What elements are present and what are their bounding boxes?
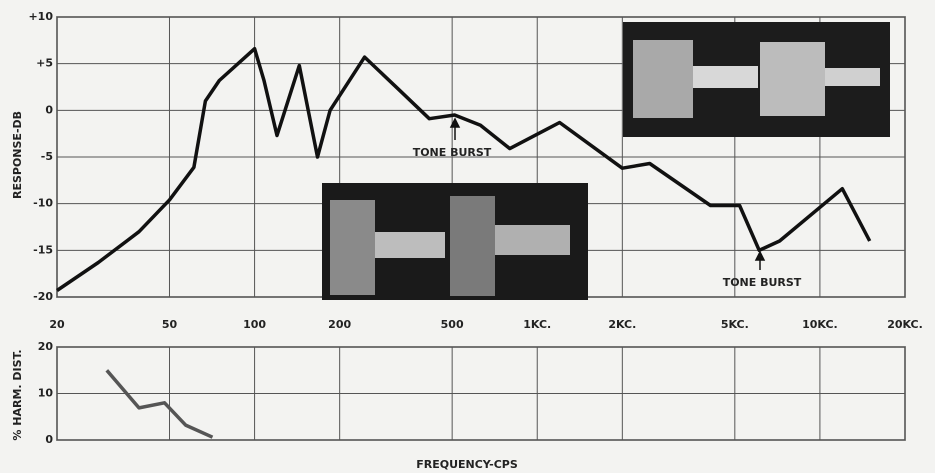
x-tick-label: 20 [49,318,65,331]
y-tick-label: +5 [36,57,53,70]
x-tick-label: 10KC. [802,318,838,331]
y-tick-label: 0 [45,433,53,446]
y-tick-label: 20 [38,340,54,353]
data-line [56,46,872,292]
inset-photo [322,22,890,300]
y-axis-label: RESPONSE-DB [11,111,24,199]
y-tick-label: 10 [38,387,54,400]
data-line [105,369,214,439]
y-tick-label: -20 [33,290,53,303]
x-tick-label: 200 [328,318,351,331]
y-tick-label: -10 [33,197,53,210]
y-axis-label: % HARM. DIST. [11,349,24,440]
x-tick-label: 100 [243,318,266,331]
grid [56,16,906,441]
y-tick-label: 0 [45,103,53,116]
x-tick-label: 500 [441,318,464,331]
x-tick-label: 2KC. [608,318,636,331]
x-tick-label: 50 [162,318,178,331]
annotation-arrow [449,117,766,270]
x-tick-label: 5KC. [721,318,749,331]
x-axis-label: FREQUENCY-CPS [416,458,518,471]
annotation: TONE BURST [723,276,802,289]
annotation: TONE BURST [413,146,492,159]
y-tick-label: -5 [41,150,53,163]
y-tick-label: +10 [28,10,53,23]
x-tick-label: 20KC. [887,318,923,331]
y-tick-label: -15 [33,243,53,256]
x-tick-label: 1KC. [523,318,551,331]
